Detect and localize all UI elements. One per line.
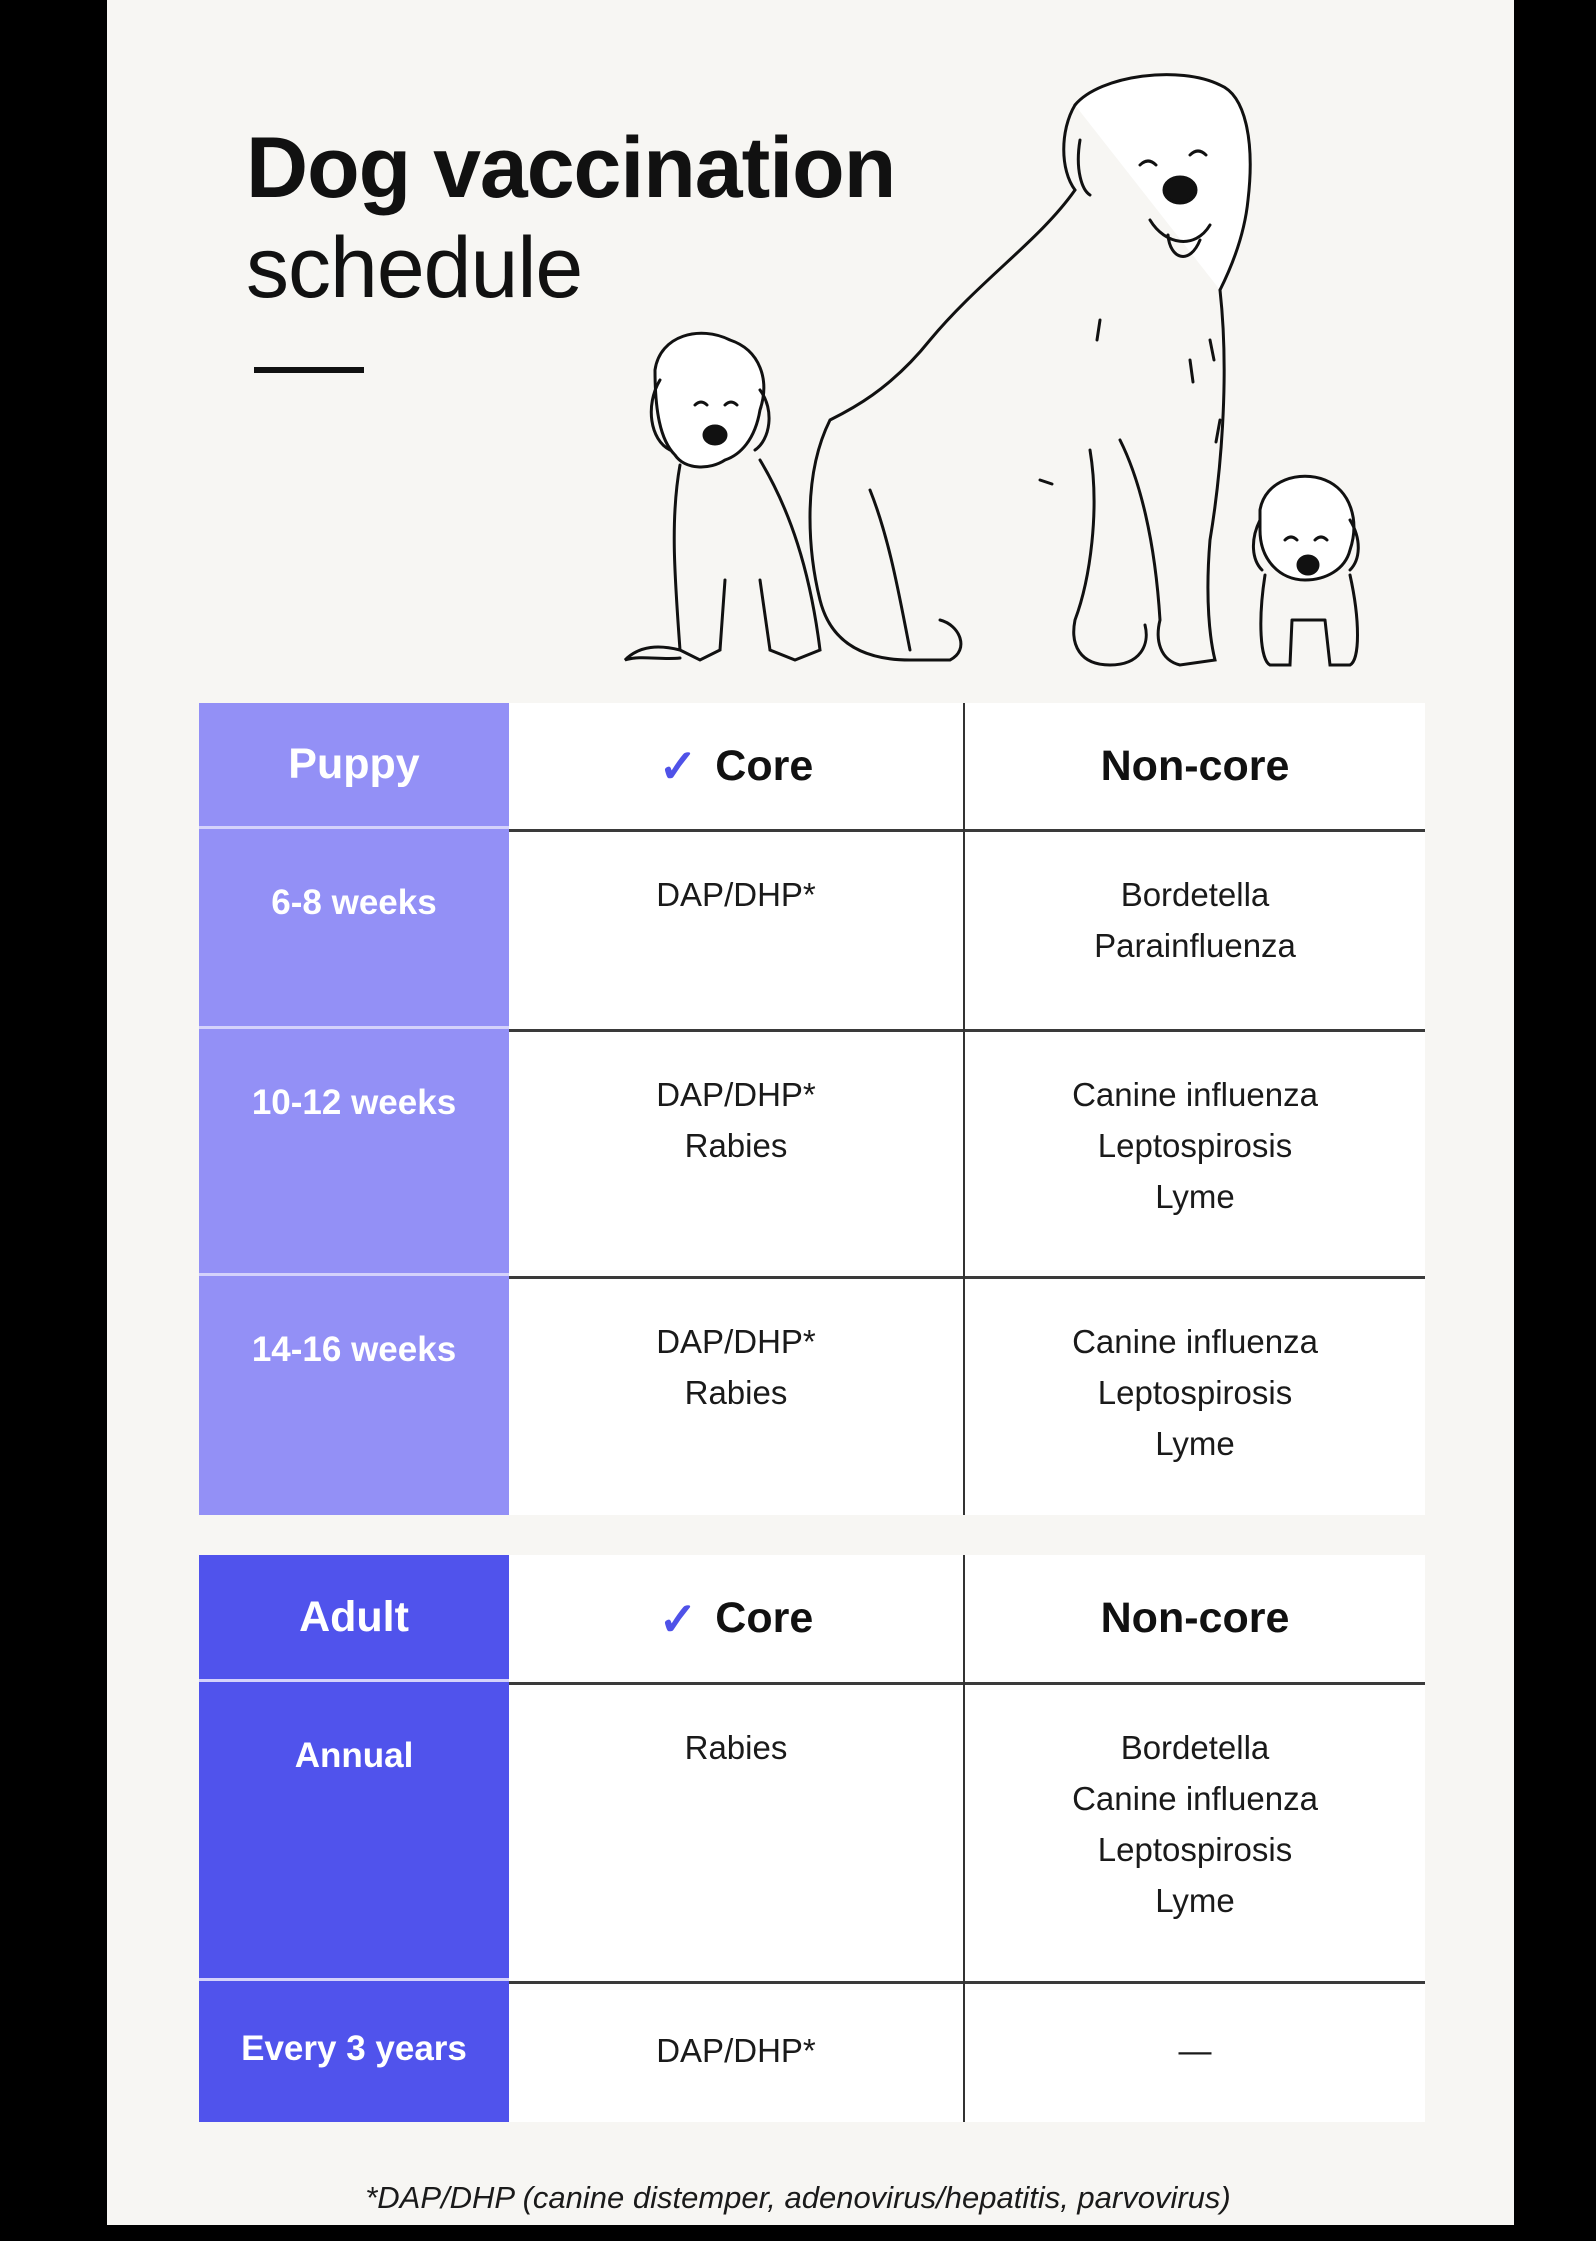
core-header: ✓ Core xyxy=(509,1555,963,1682)
vaccine: Leptospirosis xyxy=(1097,1127,1293,1164)
age-label: Annual xyxy=(199,1682,509,1981)
table-row: Every 3 years DAP/DHP* — xyxy=(199,1981,1425,2122)
adult-vaccination-table: Adult ✓ Core Non-core Annual Rabies Borde… xyxy=(199,1555,1425,2122)
dogs-illustration xyxy=(623,73,1360,667)
noncore-vaccines: Bordetella Canine influenza Leptospirosis L… xyxy=(963,1682,1425,1981)
footnote: *DAP/DHP (canine distemper, adenovirus/h… xyxy=(365,2180,1231,2215)
core-vaccines: DAP/DHP* xyxy=(509,829,963,1029)
core-label: Core xyxy=(715,741,814,790)
title-line-2: schedule xyxy=(246,220,583,316)
noncore-vaccines: Canine influenza Leptospirosis Lyme xyxy=(963,1029,1425,1276)
noncore-vaccines: Bordetella Parainfluenza xyxy=(963,829,1425,1029)
table-row: Annual Rabies Bordetella Canine influenza… xyxy=(199,1682,1425,1984)
vaccine: Canine influenza xyxy=(1072,1323,1318,1360)
puppy-vaccination-table: Puppy ✓ Core Non-core 6-8 weeks DAP/DHP* … xyxy=(199,703,1425,1515)
vaccine: Bordetella xyxy=(1120,876,1270,913)
vaccine: Lyme xyxy=(1155,1178,1235,1215)
vaccine: Leptospirosis xyxy=(1097,1831,1293,1868)
group-label-puppy: Puppy xyxy=(199,703,509,829)
vaccine: Rabies xyxy=(684,1374,788,1411)
noncore-vaccines: — xyxy=(963,1981,1425,2122)
vaccine: DAP/DHP* xyxy=(656,2032,816,2069)
table-row: 6-8 weeks DAP/DHP* Bordetella Parainfluen… xyxy=(199,829,1425,1032)
vaccine: DAP/DHP* xyxy=(656,876,816,913)
vaccine: Lyme xyxy=(1155,1882,1235,1919)
checkmark-icon: ✓ xyxy=(658,740,698,792)
age-label: 6-8 weeks xyxy=(199,829,509,1029)
table-row: 14-16 weeks DAP/DHP* Rabies Canine influe… xyxy=(199,1276,1425,1515)
table-header-row: Adult ✓ Core Non-core xyxy=(199,1555,1425,1685)
noncore-vaccines: Canine influenza Leptospirosis Lyme xyxy=(963,1276,1425,1515)
page-title: Dog vaccination schedule xyxy=(246,118,896,318)
standing-puppy-drawing xyxy=(1252,474,1360,667)
vaccine: Rabies xyxy=(684,1729,788,1766)
core-label: Core xyxy=(715,1594,814,1642)
vaccine: DAP/DHP* xyxy=(656,1076,816,1113)
age-label: 10-12 weeks xyxy=(199,1029,509,1276)
title-divider xyxy=(254,367,364,373)
table-row: 10-12 weeks DAP/DHP* Rabies Canine influe… xyxy=(199,1029,1425,1279)
noncore-header: Non-core xyxy=(963,703,1425,829)
group-label-adult: Adult xyxy=(199,1555,509,1682)
checkmark-icon: ✓ xyxy=(658,1592,698,1645)
vaccine: Lyme xyxy=(1155,1425,1235,1462)
core-header: ✓ Core xyxy=(509,703,963,829)
noncore-header: Non-core xyxy=(963,1555,1425,1682)
vaccine: DAP/DHP* xyxy=(656,1323,816,1360)
vaccine: Leptospirosis xyxy=(1097,1374,1293,1411)
vaccine: Parainfluenza xyxy=(1094,927,1296,964)
core-vaccines: DAP/DHP* Rabies xyxy=(509,1029,963,1276)
age-label: 14-16 weeks xyxy=(199,1276,509,1515)
core-vaccines: DAP/DHP* xyxy=(509,1981,963,2122)
core-vaccines: DAP/DHP* Rabies xyxy=(509,1276,963,1515)
vaccine: Rabies xyxy=(684,1127,788,1164)
title-line-1: Dog vaccination xyxy=(246,120,896,216)
core-vaccines: Rabies xyxy=(509,1682,963,1981)
none-dash: — xyxy=(1178,2032,1212,2069)
table-header-row: Puppy ✓ Core Non-core xyxy=(199,703,1425,832)
age-label: Every 3 years xyxy=(199,1981,509,2122)
sitting-puppy-drawing xyxy=(623,331,822,662)
vaccine: Canine influenza xyxy=(1072,1076,1318,1113)
vaccine: Bordetella xyxy=(1120,1729,1270,1766)
vaccine: Canine influenza xyxy=(1072,1780,1318,1817)
large-dog-drawing xyxy=(808,73,1252,667)
